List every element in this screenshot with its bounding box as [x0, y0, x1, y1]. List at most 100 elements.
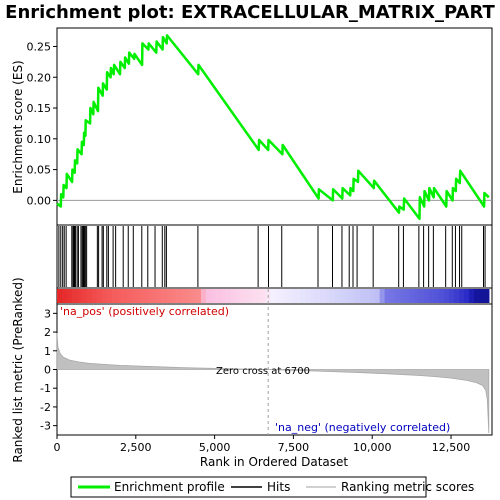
colorbar-segment: [91, 289, 98, 303]
colorbar-segment: [285, 289, 291, 303]
colorbar-segment: [424, 289, 430, 303]
colorbar-segment: [200, 289, 207, 303]
colorbar-segment: [394, 289, 401, 303]
colorbar-segment: [121, 289, 128, 303]
x-tick-label: 12,500: [432, 441, 471, 454]
colorbar-segment: [205, 289, 212, 303]
colorbar-segment: [399, 289, 406, 303]
colorbar-segment: [161, 289, 167, 303]
metric-y-axis: -3 -2 -1 0 1 2 3: [40, 307, 57, 433]
colorbar-segment: [230, 289, 237, 303]
colorbar-segment: [409, 289, 415, 303]
metric-area: [56, 332, 490, 434]
x-tick-label: 5,000: [199, 441, 231, 454]
colorbar-segment: [210, 289, 217, 303]
metric-y-tick-label: 1: [44, 345, 51, 358]
colorbar-segment: [305, 289, 311, 303]
colorbar-segment: [454, 289, 460, 303]
colorbar-segment: [464, 289, 470, 303]
colorbar-segment: [389, 289, 396, 303]
colorbar-segment: [61, 289, 68, 303]
colorbar-segment: [181, 289, 187, 303]
colorbar-segment: [111, 289, 118, 303]
colorbar-segment: [191, 289, 197, 303]
colorbar-segment: [478, 289, 485, 303]
colorbar-segment: [220, 289, 227, 303]
metric-y-tick-label: 2: [44, 326, 51, 339]
colorbar-segment: [57, 289, 63, 303]
colorbar-segment: [86, 289, 93, 303]
neg-correlated-label: 'na_neg' (negatively correlated): [275, 421, 450, 434]
colorbar-segment: [473, 289, 480, 303]
colorbar-segment: [468, 289, 475, 303]
colorbar-segment: [215, 289, 222, 303]
legend-label-enrichment: Enrichment profile: [114, 480, 225, 494]
colorbar-segment: [483, 289, 490, 303]
x-axis-label: Rank in Ordered Dataset: [200, 455, 348, 469]
colorbar-segment: [325, 289, 331, 303]
colorbar-segment: [280, 289, 286, 303]
legend-label-metric: Ranking metric scores: [341, 480, 474, 494]
colorbar-segment: [270, 289, 277, 303]
colorbar-segment: [369, 289, 376, 303]
colorbar-segment: [320, 289, 326, 303]
colorbar-segment: [101, 289, 108, 303]
colorbar-segment: [290, 289, 296, 303]
metric-y-tick-label: 0: [44, 364, 51, 377]
x-tick-label: 2,500: [120, 441, 152, 454]
metric-y-tick-label: -2: [40, 401, 51, 414]
colorbar-segment: [141, 289, 147, 303]
colorbar-segment: [374, 289, 381, 303]
colorbar-segment: [136, 289, 142, 303]
enrichment-profile-line: [56, 34, 490, 221]
es-y-tick-label: 0.20: [27, 71, 52, 84]
colorbar-segment: [186, 289, 192, 303]
pos-correlated-label: 'na_pos' (positively correlated): [60, 305, 229, 318]
zero-cross-label: Zero cross at 6700: [216, 366, 310, 377]
colorbar-segment: [404, 289, 411, 303]
colorbar-segment: [354, 289, 361, 303]
es-y-axis-label: Enrichment score (ES): [11, 60, 25, 193]
es-y-tick-label: 0.00: [27, 194, 52, 207]
colorbar-segment: [330, 289, 336, 303]
colorbar-segment: [116, 289, 123, 303]
colorbar-segment: [449, 289, 455, 303]
es-y-axis: 0.00 0.05 0.10 0.15 0.20 0.25: [27, 40, 57, 207]
colorbar-segment: [379, 289, 386, 303]
rank-colorbar: [57, 289, 490, 303]
colorbar-segment: [384, 289, 391, 303]
colorbar-segment: [71, 289, 78, 303]
x-tick-label: 7,500: [278, 441, 310, 454]
colorbar-segment: [235, 289, 242, 303]
es-y-tick-label: 0.15: [27, 102, 52, 115]
colorbar-segment: [76, 289, 83, 303]
colorbar-segment: [359, 289, 366, 303]
colorbar-segment: [195, 289, 202, 303]
colorbar-segment: [240, 289, 247, 303]
colorbar-segment: [151, 289, 157, 303]
colorbar-segment: [275, 289, 281, 303]
colorbar-segment: [126, 289, 133, 303]
colorbar-segment: [131, 289, 138, 303]
colorbar-segment: [245, 289, 252, 303]
legend-label-hits: Hits: [267, 480, 290, 494]
colorbar-segment: [96, 289, 103, 303]
chart-title: Enrichment plot: EXTRACELLULAR_MATRIX_PA…: [5, 2, 495, 23]
colorbar-segment: [310, 289, 316, 303]
colorbar-segment: [364, 289, 371, 303]
metric-y-tick-label: -3: [40, 420, 51, 433]
colorbar-segment: [81, 289, 88, 303]
colorbar-segment: [429, 289, 435, 303]
colorbar-segment: [339, 289, 346, 303]
colorbar-segment: [250, 289, 257, 303]
es-y-tick-label: 0.10: [27, 133, 52, 146]
colorbar-segment: [295, 289, 301, 303]
ranking-metric-area: [56, 332, 490, 434]
metric-y-tick-label: 3: [44, 307, 51, 320]
legend: Enrichment profile Hits Ranking metric s…: [70, 476, 474, 498]
colorbar-segment: [349, 289, 356, 303]
x-tick-label: 0: [54, 441, 61, 454]
colorbar-segment: [414, 289, 420, 303]
colorbar-segment: [66, 289, 73, 303]
